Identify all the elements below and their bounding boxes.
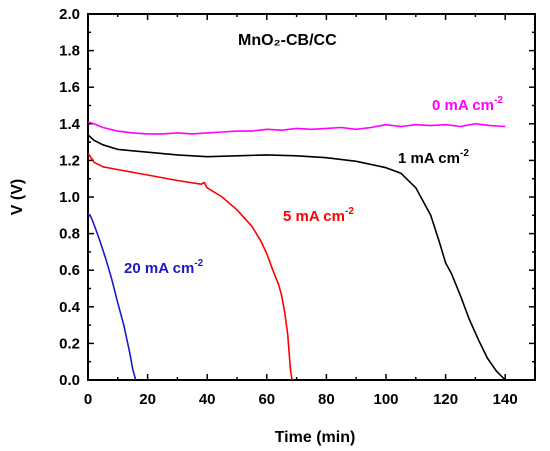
series-label-1mA-text: 1 mA cm [398,150,460,167]
y-tick-label: 1.4 [59,116,81,133]
y-tick-label: 0.0 [59,372,80,389]
series-line-0 [87,121,506,135]
svg-text:5 mA cm-2: 5 mA cm-2 [283,206,354,225]
series-line-2 [87,152,293,381]
series-label-0mA: 0 mA cm-2 [432,95,503,114]
svg-text:20 mA cm-2: 20 mA cm-2 [124,258,204,277]
y-tick-label: 0.6 [59,262,80,279]
x-tick-label: 140 [493,391,518,408]
series-label-20mA-text: 20 mA cm [124,260,194,277]
series-line-1 [87,134,506,381]
series-label-20mA-sup: -2 [194,258,203,269]
series-label-1mA: 1 mA cm-2 [398,148,469,167]
y-axis-title: V (V) [9,179,26,215]
series-line-3 [87,212,137,381]
y-tick-label: 0.4 [59,299,81,316]
y-tick-label: 1.0 [59,189,80,206]
series-label-0mA-text: 0 mA cm [432,97,494,114]
series-label-0mA-sup: -2 [494,95,503,106]
y-tick-label: 0.8 [59,226,80,243]
y-tick-label: 0.2 [59,335,80,352]
y-tick-label: 1.2 [59,152,80,169]
axis-tick-labels: 0 20 40 60 80 100 120 140 0.0 0.2 0.4 0.6 0.8 1.0 1.2 1… [59,6,518,408]
x-tick-label: 20 [139,391,156,408]
chart-title: MnO₂-CB/CC [238,32,337,49]
y-tick-label: 1.6 [59,79,80,96]
svg-text:1 mA cm-2: 1 mA cm-2 [398,148,469,167]
svg-text:0 mA cm-2: 0 mA cm-2 [432,95,503,114]
series-label-20mA: 20 mA cm-2 [124,258,204,277]
series-curves [87,121,506,381]
x-tick-label: 40 [199,391,216,408]
x-tick-label: 120 [433,391,458,408]
x-tick-label: 0 [84,391,92,408]
axis-ticks [87,13,536,381]
x-axis-title: Time (min) [275,429,356,446]
plot-frame [87,13,536,381]
x-tick-label: 80 [318,391,335,408]
x-tick-label: 60 [258,391,275,408]
series-label-5mA: 5 mA cm-2 [283,206,354,225]
x-tick-label: 100 [373,391,398,408]
series-label-5mA-sup: -2 [345,206,354,217]
y-tick-label: 2.0 [59,6,80,23]
y-tick-label: 1.8 [59,43,80,60]
series-label-1mA-sup: -2 [460,148,469,159]
series-label-5mA-text: 5 mA cm [283,208,345,225]
